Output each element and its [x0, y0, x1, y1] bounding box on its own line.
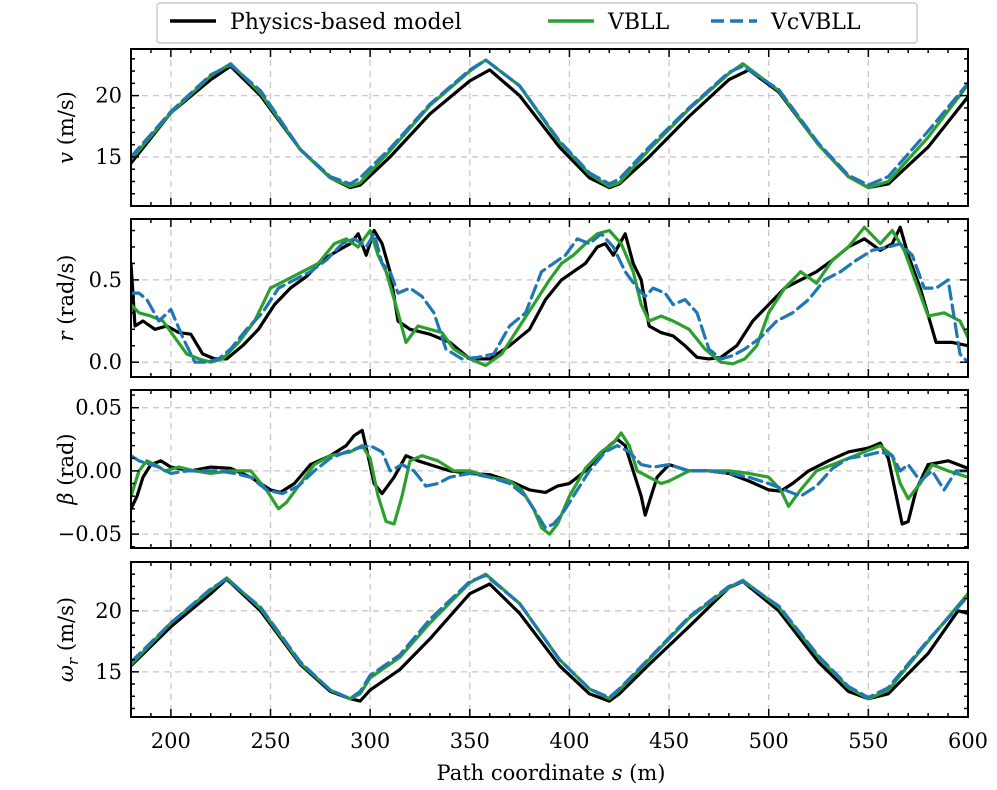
series-group-omega_r	[131, 572, 968, 703]
y-axis-label-omega_r: ωr (m/s)	[54, 597, 82, 682]
panel-v: 15 20 v (m/s)	[54, 48, 969, 207]
panel-omega-r: 15 20 ωr (m/s)	[54, 561, 969, 718]
x-tick-label: 500	[749, 729, 789, 753]
y-axis-label-r: r (rad/s)	[54, 255, 78, 342]
series-line-r-vcvbll	[131, 232, 968, 364]
legend-label-vbll: VBLL	[607, 10, 670, 35]
y-axis-label-v: v (m/s)	[54, 91, 78, 164]
legend-label-physics: Physics-based model	[230, 10, 462, 35]
legend: Physics-based model VBLL VcVBLL	[156, 2, 918, 44]
y-tick-label-omega_r: 15	[95, 660, 122, 684]
y-axis-sub-omega_r: r	[64, 657, 82, 665]
legend-box	[156, 2, 918, 44]
y-tick-label-beta: 0.00	[75, 459, 122, 483]
x-tick-label: 200	[151, 729, 191, 753]
series-line-r-vbll	[131, 225, 968, 368]
series-group-r	[131, 225, 968, 368]
series-line-beta-vbll	[131, 431, 968, 536]
panel-r: 0.0 0.5 r (rad/s)	[54, 218, 969, 378]
y-axis-unit-v: (m/s)	[54, 91, 78, 152]
y-tick-label-r: 0.5	[89, 268, 122, 292]
series-group-beta	[131, 428, 968, 536]
x-tick-label: 350	[450, 729, 490, 753]
x-axis-label: Path coordinate s (m)	[437, 761, 666, 785]
panel-beta: 0.05 0.00 −0.05 β (rad)	[54, 389, 969, 549]
axes-frame-omega_r	[130, 561, 969, 718]
x-tick-label: 400	[549, 729, 589, 753]
x-tick-label: 450	[649, 729, 689, 753]
y-tick-label-r: 0.0	[89, 350, 122, 374]
x-tick-labels: 200 250 300 350 400 450 500 550 600	[151, 729, 988, 753]
series-line-omega_r-vcvbll	[131, 573, 968, 701]
y-tick-label-beta: 0.05	[75, 396, 122, 420]
series-group-v	[131, 58, 968, 190]
x-tick-label: 600	[948, 729, 988, 753]
y-axis-var-omega_r: ω	[54, 665, 78, 682]
y-axis-var-v: v	[54, 152, 78, 164]
y-axis-unit-omega_r: (m/s)	[54, 597, 78, 658]
y-axis-label-beta: β (rad)	[54, 433, 78, 505]
y-tick-label-omega_r: 20	[95, 599, 122, 623]
y-tick-label-v: 20	[95, 84, 122, 108]
series-line-beta-vcvbll	[131, 444, 968, 530]
y-axis-unit-r: (rad/s)	[54, 255, 78, 332]
y-axis-var-beta: β	[54, 492, 78, 505]
legend-label-vcvbll: VcVBLL	[770, 10, 861, 35]
y-tick-label-beta: −0.05	[58, 522, 122, 546]
x-tick-label: 550	[848, 729, 888, 753]
axes-frame-r	[130, 218, 969, 378]
series-line-r-physics-based-model	[131, 225, 968, 361]
y-axis-unit-beta: (rad)	[54, 433, 78, 492]
series-line-v-vcvbll	[131, 58, 968, 187]
x-tick-label: 250	[250, 729, 290, 753]
y-axis-var-r: r	[54, 329, 78, 341]
x-tick-label: 300	[350, 729, 390, 753]
y-tick-label-v: 15	[95, 145, 122, 169]
